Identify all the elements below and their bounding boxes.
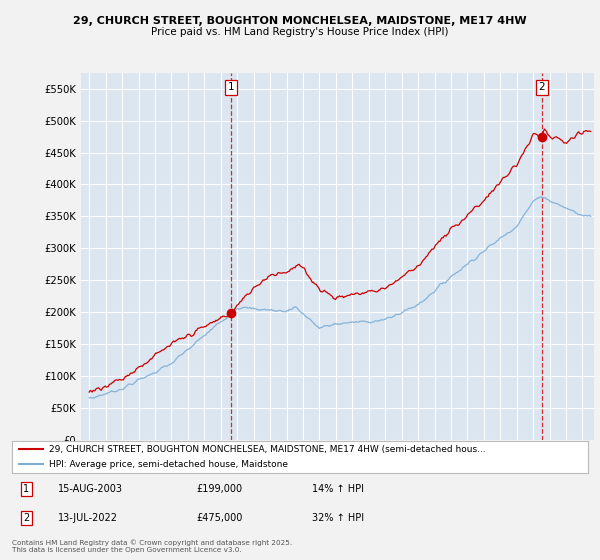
Text: 32% ↑ HPI: 32% ↑ HPI [311, 514, 364, 523]
Text: 29, CHURCH STREET, BOUGHTON MONCHELSEA, MAIDSTONE, ME17 4HW (semi-detached hous.: 29, CHURCH STREET, BOUGHTON MONCHELSEA, … [49, 445, 486, 454]
Text: 13-JUL-2022: 13-JUL-2022 [58, 514, 118, 523]
Text: 2: 2 [23, 514, 29, 523]
Text: 2: 2 [539, 82, 545, 92]
Text: £199,000: £199,000 [196, 484, 242, 494]
Text: 14% ↑ HPI: 14% ↑ HPI [311, 484, 364, 494]
Text: Contains HM Land Registry data © Crown copyright and database right 2025.
This d: Contains HM Land Registry data © Crown c… [12, 540, 292, 553]
Text: 29, CHURCH STREET, BOUGHTON MONCHELSEA, MAIDSTONE, ME17 4HW: 29, CHURCH STREET, BOUGHTON MONCHELSEA, … [73, 16, 527, 26]
Text: 1: 1 [23, 484, 29, 494]
Text: 1: 1 [227, 82, 234, 92]
Text: 15-AUG-2003: 15-AUG-2003 [58, 484, 123, 494]
Text: Price paid vs. HM Land Registry's House Price Index (HPI): Price paid vs. HM Land Registry's House … [151, 27, 449, 38]
Text: HPI: Average price, semi-detached house, Maidstone: HPI: Average price, semi-detached house,… [49, 460, 289, 469]
Text: £475,000: £475,000 [196, 514, 242, 523]
